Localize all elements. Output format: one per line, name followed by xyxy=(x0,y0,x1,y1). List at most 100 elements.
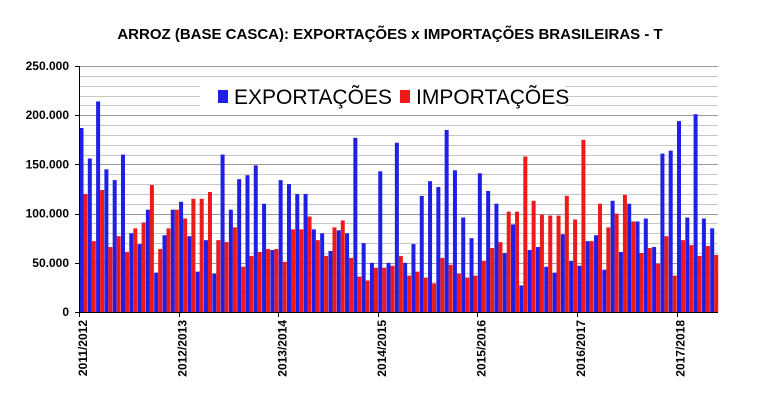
bar-exportacoes xyxy=(320,233,325,312)
bar-exportacoes xyxy=(79,127,84,313)
bar-importacoes xyxy=(124,251,129,312)
bar-exportacoes xyxy=(212,273,217,312)
bar-exportacoes xyxy=(187,236,192,312)
bar-exportacoes xyxy=(652,247,657,312)
bar-exportacoes xyxy=(452,170,457,312)
bar-importacoes xyxy=(539,214,544,312)
bar-exportacoes xyxy=(511,224,516,312)
y-tick-label: 250.000 xyxy=(26,59,70,73)
bar-exportacoes xyxy=(378,171,383,312)
bar-exportacoes xyxy=(228,209,233,312)
bar-importacoes xyxy=(556,215,561,312)
bar-importacoes xyxy=(290,229,295,312)
bar-exportacoes xyxy=(469,238,474,312)
bar-importacoes xyxy=(440,257,445,312)
x-tick-label: 2014/2015 xyxy=(375,320,389,377)
bar-exportacoes xyxy=(87,158,92,312)
bar-importacoes xyxy=(407,275,412,312)
bar-importacoes xyxy=(174,209,179,312)
bar-exportacoes xyxy=(660,153,665,312)
bar-importacoes xyxy=(299,229,304,312)
y-tick-label: 150.000 xyxy=(26,157,70,171)
bar-importacoes xyxy=(639,252,644,312)
bar-exportacoes xyxy=(203,240,208,312)
bar-exportacoes xyxy=(129,233,134,312)
bar-importacoes xyxy=(373,267,378,312)
bar-importacoes xyxy=(108,247,113,312)
bar-importacoes xyxy=(266,249,271,312)
y-tick-label: 100.000 xyxy=(26,207,70,221)
bar-importacoes xyxy=(656,263,661,312)
bar-exportacoes xyxy=(311,229,316,312)
bar-exportacoes xyxy=(120,154,125,312)
bar-importacoes xyxy=(382,267,387,312)
bar-exportacoes xyxy=(162,235,167,312)
bar-exportacoes xyxy=(303,193,308,312)
bar-exportacoes xyxy=(295,193,300,312)
bar-exportacoes xyxy=(486,190,491,312)
bar-exportacoes xyxy=(569,260,574,312)
bar-exportacoes xyxy=(179,201,184,312)
y-tick-label: 50.000 xyxy=(32,256,69,270)
legend-swatch-importacoes xyxy=(400,90,410,103)
bar-exportacoes xyxy=(394,142,399,312)
bar-importacoes xyxy=(249,255,254,312)
bar-importacoes xyxy=(315,240,320,312)
chart-title: ARROZ (BASE CASCA): EXPORTAÇÕES x IMPORT… xyxy=(117,25,662,43)
bar-exportacoes xyxy=(602,269,607,312)
bar-importacoes xyxy=(141,222,146,312)
bar-exportacoes xyxy=(494,203,499,312)
bar-exportacoes xyxy=(461,217,466,312)
bar-exportacoes xyxy=(710,228,715,312)
bar-exportacoes xyxy=(610,200,615,312)
bar-importacoes xyxy=(307,216,312,312)
bar-importacoes xyxy=(365,280,370,312)
bar-exportacoes xyxy=(618,251,623,312)
bar-importacoes xyxy=(282,261,287,312)
bar-importacoes xyxy=(199,198,204,312)
bar-importacoes xyxy=(581,139,586,312)
bar-exportacoes xyxy=(96,101,101,312)
bar-importacoes xyxy=(506,211,511,312)
bar-importacoes xyxy=(598,203,603,312)
bar-exportacoes xyxy=(502,252,507,312)
bar-importacoes xyxy=(448,264,453,312)
bar-exportacoes xyxy=(145,209,150,312)
bar-importacoes xyxy=(672,275,677,312)
bar-importacoes xyxy=(91,241,96,312)
bar-importacoes xyxy=(423,277,428,312)
bar-exportacoes xyxy=(643,218,648,312)
bar-exportacoes xyxy=(544,266,549,312)
bar-importacoes xyxy=(622,194,627,312)
bar-importacoes xyxy=(473,275,478,312)
x-tick-label: 2012/2013 xyxy=(176,320,190,377)
bar-exportacoes xyxy=(328,250,333,312)
x-tick-label: 2017/2018 xyxy=(674,320,688,377)
bar-exportacoes xyxy=(386,262,391,312)
bar-importacoes xyxy=(664,236,669,312)
bar-exportacoes xyxy=(535,247,540,312)
bar-importacoes xyxy=(349,257,354,312)
bar-importacoes xyxy=(689,245,694,312)
bar-importacoes xyxy=(232,227,237,312)
bar-exportacoes xyxy=(668,150,673,312)
bar-exportacoes xyxy=(270,250,275,312)
bar-importacoes xyxy=(631,221,636,312)
bar-exportacoes xyxy=(560,234,565,312)
bar-exportacoes xyxy=(403,262,408,312)
bar-importacoes xyxy=(614,213,619,312)
bar-importacoes xyxy=(523,156,528,312)
bar-exportacoes xyxy=(428,181,433,312)
bar-importacoes xyxy=(133,228,138,312)
bar-exportacoes xyxy=(361,243,366,312)
bar-exportacoes xyxy=(419,195,424,312)
bar-importacoes xyxy=(432,283,437,312)
bar-importacoes xyxy=(456,273,461,312)
bar-importacoes xyxy=(714,254,719,312)
bar-exportacoes xyxy=(444,129,449,312)
bar-importacoes xyxy=(191,198,196,312)
bar-importacoes xyxy=(548,215,553,312)
x-tick-label: 2011/2012 xyxy=(76,320,90,376)
bar-importacoes xyxy=(241,266,246,312)
